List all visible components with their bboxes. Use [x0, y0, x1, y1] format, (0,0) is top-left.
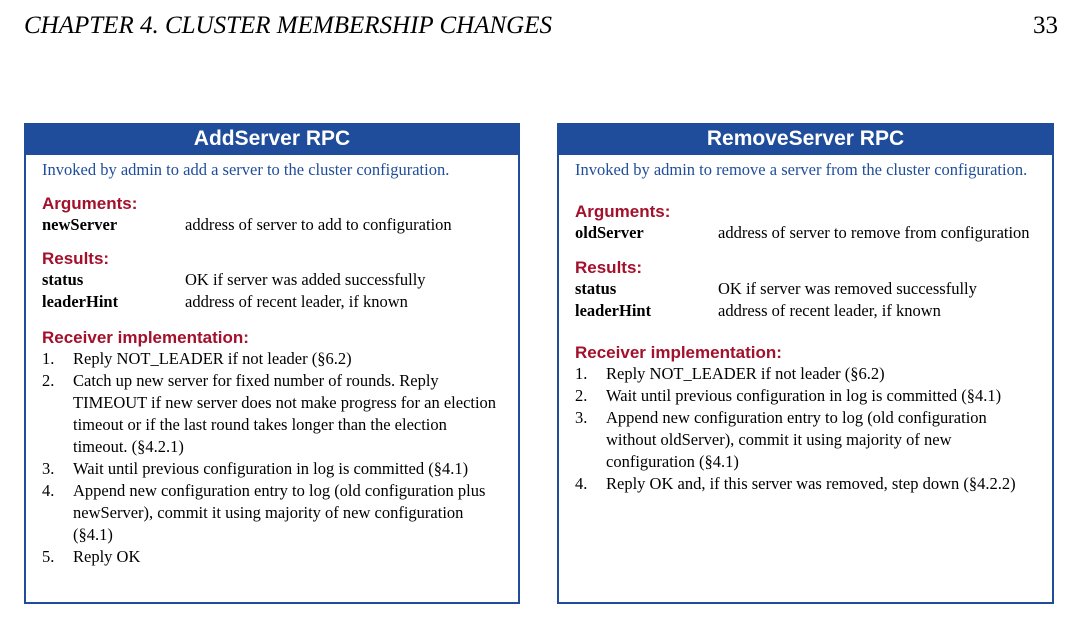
argument-desc: address of server to remove from configu…	[718, 223, 1030, 242]
add-server-description: Invoked by admin to add a server to the …	[42, 160, 450, 179]
step-number: 2.	[575, 386, 588, 405]
result-name: leaderHint	[42, 292, 119, 311]
step-number: 4.	[42, 481, 55, 500]
remove-server-title: RemoveServer RPC	[557, 123, 1054, 155]
step-text: Wait until previous configuration in log…	[73, 459, 469, 478]
argument-row: oldServer address of server to remove fr…	[575, 222, 1038, 244]
remove-server-rpc-box: RemoveServer RPC Invoked by admin to rem…	[557, 123, 1054, 604]
result-row: leaderHint address of recent leader, if …	[575, 300, 1038, 322]
list-item: 2. Wait until previous configuration in l…	[575, 385, 1038, 407]
result-desc: address of recent leader, if known	[718, 301, 941, 320]
step-text: Reply OK	[73, 547, 141, 566]
chapter-title: CHAPTER 4. CLUSTER MEMBERSHIP CHANGES	[24, 12, 552, 39]
step-number: 3.	[42, 459, 55, 478]
list-item: 1. Reply NOT_LEADER if not leader (§6.2)	[575, 363, 1038, 385]
result-row: leaderHint address of recent leader, if …	[42, 291, 504, 313]
list-item: 4. Append new configuration entry to log …	[42, 480, 504, 546]
step-number: 5.	[42, 547, 55, 566]
step-text: Wait until previous configuration in log…	[606, 386, 1002, 405]
step-number: 1.	[575, 364, 588, 383]
argument-desc: address of server to add to configuratio…	[185, 215, 452, 234]
argument-row: newServer address of server to add to co…	[42, 214, 504, 236]
argument-name: newServer	[42, 215, 118, 234]
list-item: 5. Reply OK	[42, 546, 504, 568]
add-server-impl-heading: Receiver implementation:	[42, 328, 249, 347]
result-name: status	[575, 279, 617, 298]
step-number: 1.	[42, 349, 55, 368]
result-desc: OK if server was removed successfully	[718, 279, 977, 298]
step-number: 3.	[575, 408, 588, 427]
list-item: 1. Reply NOT_LEADER if not leader (§6.2)	[42, 348, 504, 370]
list-item: 2. Catch up new server for fixed number o…	[42, 370, 504, 458]
step-text: Append new configuration entry to log (o…	[606, 408, 987, 471]
page-number: 33	[1033, 12, 1058, 39]
list-item: 3. Wait until previous configuration in l…	[42, 458, 504, 480]
step-text: Append new configuration entry to log (o…	[73, 481, 486, 544]
add-server-arguments-heading: Arguments:	[42, 194, 138, 213]
remove-server-description: Invoked by admin to remove a server from…	[575, 160, 1028, 179]
step-number: 4.	[575, 474, 588, 493]
result-row: status OK if server was added successful…	[42, 269, 504, 291]
result-desc: address of recent leader, if known	[185, 292, 408, 311]
remove-server-arguments-heading: Arguments:	[575, 202, 671, 221]
step-text: Reply OK and, if this server was removed…	[606, 474, 1016, 493]
result-row: status OK if server was removed successf…	[575, 278, 1038, 300]
result-name: leaderHint	[575, 301, 652, 320]
list-item: 4. Reply OK and, if this server was remov…	[575, 473, 1038, 495]
step-number: 2.	[42, 371, 55, 390]
remove-server-impl-heading: Receiver implementation:	[575, 343, 782, 362]
result-desc: OK if server was added successfully	[185, 270, 426, 289]
step-text: Reply NOT_LEADER if not leader (§6.2)	[606, 364, 885, 383]
add-server-results-heading: Results:	[42, 249, 110, 268]
step-text: Catch up new server for fixed number of …	[73, 371, 497, 456]
add-server-title: AddServer RPC	[24, 123, 520, 155]
result-name: status	[42, 270, 84, 289]
add-server-rpc-box: AddServer RPC Invoked by admin to add a …	[24, 123, 520, 604]
add-server-steps-list: 1. Reply NOT_LEADER if not leader (§6.2) …	[42, 348, 504, 568]
remove-server-results-heading: Results:	[575, 258, 643, 277]
list-item: 3. Append new configuration entry to log …	[575, 407, 1038, 473]
remove-server-steps-list: 1. Reply NOT_LEADER if not leader (§6.2) …	[575, 363, 1038, 495]
step-text: Reply NOT_LEADER if not leader (§6.2)	[73, 349, 352, 368]
argument-name: oldServer	[575, 223, 644, 242]
